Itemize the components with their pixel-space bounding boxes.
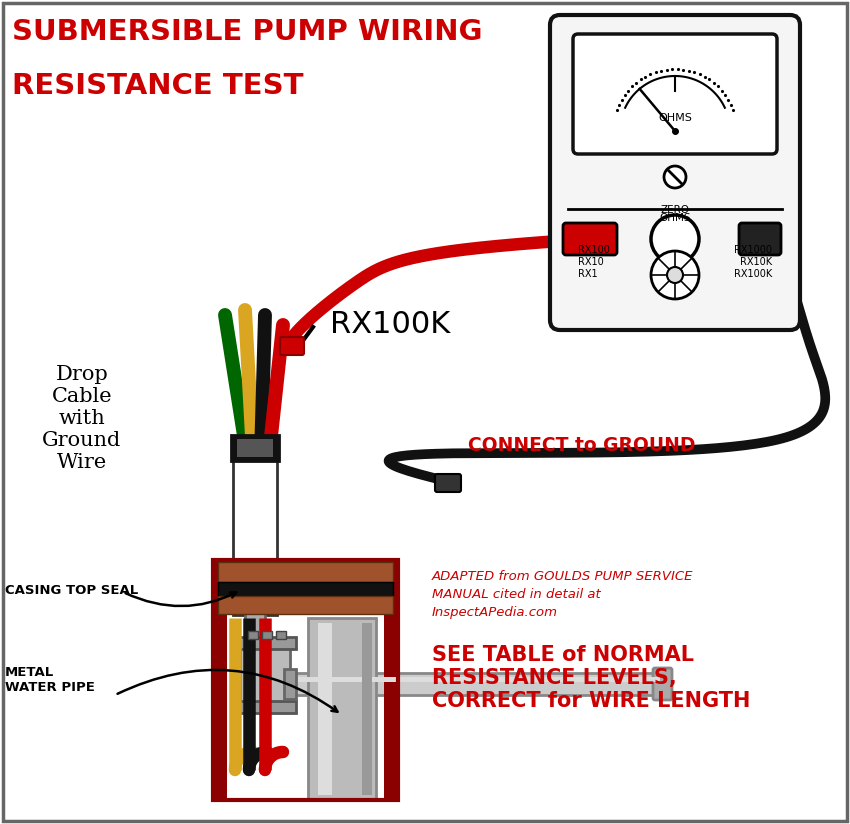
Bar (218, 582, 393, 596)
Bar (213, 560, 398, 800)
Text: MANUAL cited in detail at: MANUAL cited in detail at (432, 588, 601, 601)
Bar (248, 631, 258, 639)
Bar (276, 631, 286, 639)
Text: CASING TOP SEAL: CASING TOP SEAL (5, 583, 139, 597)
Text: RX1000: RX1000 (734, 245, 772, 255)
Bar (308, 618, 376, 800)
Text: RX100K: RX100K (330, 310, 450, 339)
Bar (233, 455, 277, 615)
Text: RX10: RX10 (578, 257, 603, 267)
Bar (234, 637, 296, 649)
Text: CONNECT to GROUND: CONNECT to GROUND (468, 436, 695, 455)
FancyBboxPatch shape (550, 15, 800, 330)
Bar (362, 623, 372, 795)
Text: ZERO: ZERO (660, 205, 689, 215)
Bar (237, 439, 273, 457)
Bar (384, 560, 398, 800)
Text: RX100: RX100 (578, 245, 609, 255)
Text: SEE TABLE of NORMAL
RESISTANCE LEVELS,
CORRECT for WIRE LENGTH: SEE TABLE of NORMAL RESISTANCE LEVELS, C… (432, 645, 751, 711)
FancyBboxPatch shape (435, 474, 461, 492)
Bar (231, 435, 279, 461)
Text: InspectAPedia.com: InspectAPedia.com (432, 606, 558, 619)
Text: RESISTANCE TEST: RESISTANCE TEST (12, 72, 303, 100)
FancyBboxPatch shape (573, 34, 777, 154)
Text: Drop
Cable
with
Ground
Wire: Drop Cable with Ground Wire (42, 365, 122, 472)
Bar (290, 673, 660, 695)
Text: METAL
WATER PIPE: METAL WATER PIPE (5, 666, 95, 694)
Bar (234, 701, 296, 713)
Bar (218, 562, 393, 582)
FancyBboxPatch shape (563, 223, 617, 255)
Bar (218, 596, 393, 614)
FancyBboxPatch shape (280, 337, 304, 355)
Text: OHMS: OHMS (660, 213, 691, 223)
Text: SUBMERSIBLE PUMP WIRING: SUBMERSIBLE PUMP WIRING (12, 18, 483, 46)
Text: ADAPTED from GOULDS PUMP SERVICE: ADAPTED from GOULDS PUMP SERVICE (432, 570, 694, 583)
Circle shape (651, 215, 699, 263)
Bar (213, 560, 227, 800)
Circle shape (667, 267, 683, 283)
Bar (213, 560, 398, 800)
Text: RX100K: RX100K (734, 269, 772, 279)
Text: RX1: RX1 (578, 269, 598, 279)
FancyBboxPatch shape (653, 668, 672, 700)
Bar (284, 669, 296, 699)
Bar (290, 677, 660, 682)
FancyBboxPatch shape (739, 223, 781, 255)
Bar (262, 631, 272, 639)
Bar (240, 645, 290, 705)
Text: RX10K: RX10K (740, 257, 772, 267)
Circle shape (651, 251, 699, 299)
Bar (245, 610, 265, 645)
Text: OHMS: OHMS (658, 113, 692, 123)
Bar (318, 623, 332, 795)
Circle shape (664, 166, 686, 188)
